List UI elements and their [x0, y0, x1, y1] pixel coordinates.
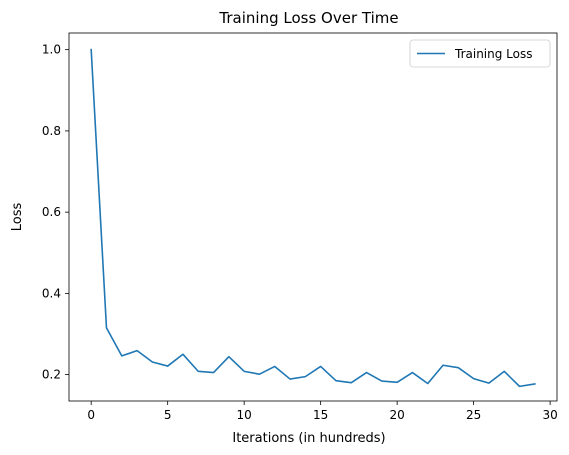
y-tick-label: 0.4 [42, 286, 61, 300]
x-tick-label: 15 [313, 408, 328, 422]
series-layer [90, 48, 536, 388]
x-tick-label: 25 [466, 408, 481, 422]
y-tick-label: 1.0 [42, 43, 61, 57]
x-tick-label: 10 [237, 408, 252, 422]
x-tick-label: 30 [542, 408, 557, 422]
legend-box [409, 39, 551, 68]
legend-entry-training-loss: Training Loss [454, 47, 532, 61]
plot-area [68, 32, 558, 402]
y-tick-label: 0.6 [42, 205, 61, 219]
x-tick-label: 20 [389, 408, 404, 422]
chart-title: Training Loss Over Time [218, 9, 398, 27]
series-line-training-loss [90, 48, 536, 388]
x-tick-label: 5 [164, 408, 172, 422]
y-axis-label: Loss [10, 203, 25, 232]
y-tick-label: 0.8 [42, 124, 61, 138]
legend: Training Loss [409, 39, 551, 68]
x-axis-label: Iterations (in hundreds) [232, 431, 385, 446]
x-tick-label: 0 [87, 408, 95, 422]
plot-frame [68, 32, 558, 402]
x-axis: 0 5 10 15 20 25 30 [87, 401, 558, 422]
y-axis: 0.2 0.4 0.6 0.8 1.0 [42, 43, 69, 382]
y-tick-label: 0.2 [42, 368, 61, 382]
